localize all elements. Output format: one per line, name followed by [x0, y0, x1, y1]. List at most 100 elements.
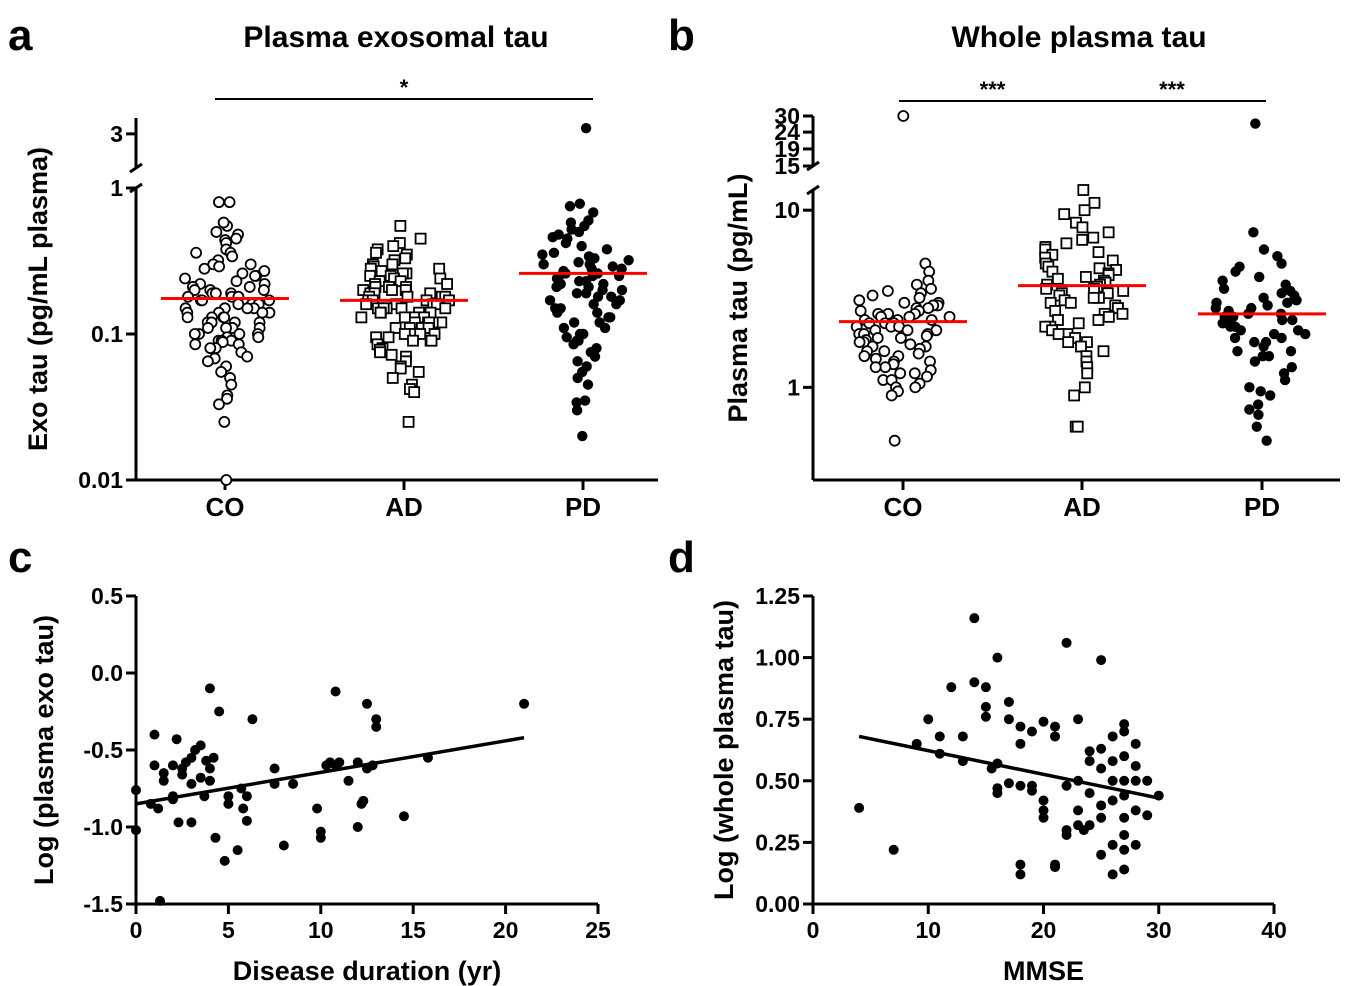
y-tick-label: 1 — [787, 374, 800, 400]
data-point — [869, 361, 882, 374]
data-point — [1119, 812, 1130, 823]
data-point — [571, 397, 582, 408]
data-point — [213, 196, 225, 209]
data-point — [1078, 381, 1091, 394]
y-tick-label: 19 — [774, 136, 800, 162]
data-point — [1251, 421, 1262, 432]
data-point — [1130, 761, 1141, 772]
data-point — [155, 895, 166, 906]
data-point — [131, 825, 141, 836]
data-point — [1255, 386, 1266, 397]
series-co — [839, 110, 967, 447]
data-point — [343, 775, 354, 786]
data-point — [1230, 266, 1241, 277]
data-point — [922, 302, 935, 315]
data-point — [1073, 714, 1084, 725]
data-point — [1050, 731, 1061, 742]
data-point — [560, 237, 572, 249]
chart-title: Plasma exosomal tau — [243, 21, 548, 54]
series-pd — [519, 123, 647, 442]
x-tick-label: 30 — [1146, 917, 1172, 943]
data-point — [1264, 390, 1276, 401]
data-point — [217, 216, 230, 229]
data-point — [201, 355, 214, 368]
data-point — [389, 322, 402, 334]
data-point — [177, 769, 188, 780]
data-point — [572, 372, 583, 384]
data-point — [1096, 763, 1107, 774]
data-point — [1291, 295, 1302, 306]
data-point — [992, 788, 1003, 799]
data-point — [1015, 738, 1026, 749]
data-point — [1218, 283, 1230, 294]
data-point — [1015, 721, 1026, 732]
data-point — [579, 395, 591, 406]
data-point — [538, 259, 549, 270]
data-point — [1078, 204, 1091, 217]
data-point — [611, 298, 622, 310]
y-tick-label: 0.75 — [755, 706, 800, 732]
data-point — [352, 822, 363, 832]
x-tick-label: 25 — [585, 917, 611, 943]
data-point — [564, 201, 576, 212]
y-tick-label: 24 — [774, 119, 800, 145]
data-point — [909, 381, 922, 394]
series-pd — [1198, 118, 1326, 446]
data-point — [374, 306, 387, 319]
x-tick-label: 0 — [807, 917, 820, 943]
category-label-ad: AD — [385, 492, 423, 522]
data-point — [969, 677, 980, 688]
data-point — [577, 430, 588, 442]
data-point — [1248, 227, 1259, 238]
data-point — [1060, 237, 1073, 250]
data-point — [204, 763, 215, 774]
data-point — [1249, 336, 1260, 348]
data-point — [1015, 780, 1026, 791]
data-point — [923, 714, 934, 725]
data-point — [149, 760, 160, 771]
data-point — [1254, 271, 1265, 283]
data-point — [386, 372, 399, 384]
data-points — [854, 613, 1164, 880]
data-point — [371, 721, 382, 732]
data-point — [334, 757, 345, 768]
data-point — [616, 284, 628, 296]
data-point — [202, 322, 214, 334]
significance-label: *** — [980, 77, 1006, 102]
data-point — [196, 294, 209, 307]
data-point — [1257, 350, 1268, 362]
data-point — [232, 845, 243, 856]
data-point — [244, 258, 257, 271]
data-point — [607, 261, 618, 272]
data-point — [1058, 208, 1071, 221]
data-point — [1084, 756, 1095, 767]
data-point — [601, 244, 613, 255]
data-point — [278, 840, 289, 851]
data-point — [980, 682, 991, 693]
data-point — [1229, 332, 1241, 344]
data-point — [1096, 812, 1107, 823]
category-label-pd: PD — [565, 492, 601, 522]
data-point — [1119, 751, 1130, 762]
data-point — [1038, 812, 1049, 823]
data-point — [871, 332, 884, 344]
data-point — [398, 328, 411, 340]
data-point — [386, 284, 398, 296]
data-point — [1276, 287, 1287, 299]
data-point — [186, 752, 197, 763]
panel-letter-d: d — [668, 533, 695, 582]
axis-break-mark — [806, 184, 820, 196]
data-point — [223, 196, 236, 209]
data-point — [1038, 795, 1049, 806]
data-point — [1258, 244, 1270, 255]
data-point — [1052, 328, 1065, 340]
panel-letter-b: b — [668, 11, 695, 60]
data-point — [223, 791, 234, 802]
chart-panel-d: Log (whole plasma tau) MMSE 0.00 0.25 0.50 0.… — [709, 583, 1287, 986]
data-point — [519, 698, 530, 709]
data-point — [153, 803, 164, 814]
x-tick-label: 40 — [1261, 917, 1287, 943]
data-point — [1015, 859, 1026, 870]
x-tick-label: 10 — [308, 917, 334, 943]
regression-line — [858, 734, 1160, 800]
